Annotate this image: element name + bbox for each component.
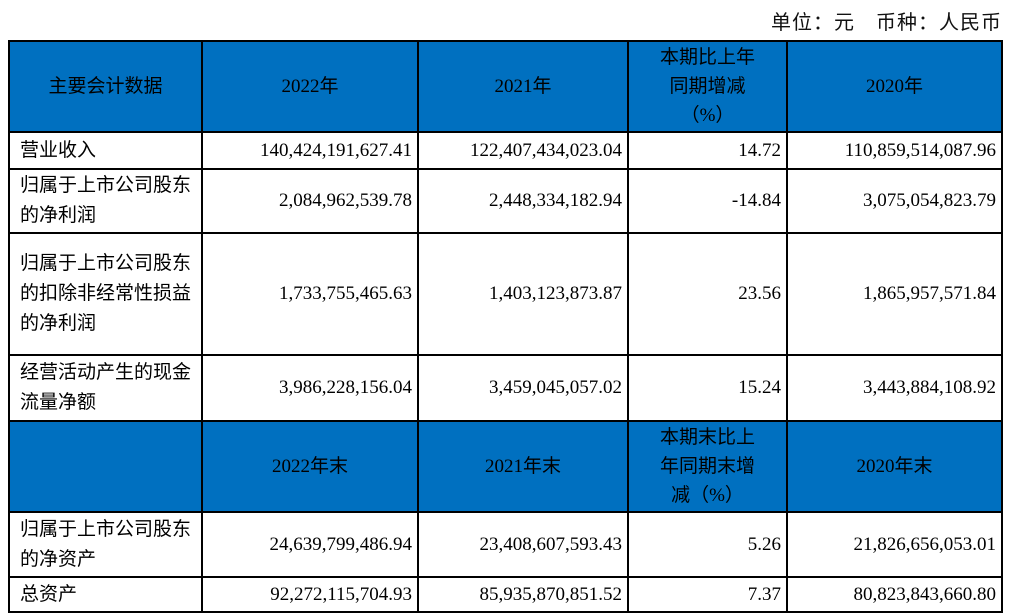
annual-header-row: 主要会计数据 2022年 2021年 本期比上年 同期增减 （%） 2020年 [8,40,1003,133]
cell-value-2020: 21,826,656,053.01 [786,511,1003,578]
row-label: 经营活动产生的现金流量净额 [8,354,203,422]
cell-value-change-pct: -14.84 [627,168,788,234]
header-blank-cell [8,420,203,513]
header-year-2022: 2022年 [201,40,419,133]
row-label: 总资产 [8,576,203,613]
cell-value-2022: 140,424,191,627.41 [201,131,419,170]
cell-value-2020: 3,075,054,823.79 [786,168,1003,234]
unit-currency-note: 单位：元 币种：人民币 [771,12,1002,34]
cell-value-change-pct: 5.26 [627,511,788,578]
cell-value-2022: 92,272,115,704.93 [201,576,419,613]
key-accounting-data-table: 主要会计数据 2022年 2021年 本期比上年 同期增减 （%） 2020年 … [8,40,1003,613]
cell-value-2021: 1,403,123,873.87 [417,232,629,356]
cell-value-2022: 24,639,799,486.94 [201,511,419,578]
cell-value-2021: 23,408,607,593.43 [417,511,629,578]
table-row-operating-cash-flow: 经营活动产生的现金流量净额 3,986,228,156.04 3,459,045… [8,354,1003,422]
header-yearend-change-pct: 本期末比上 年同期末增 减（%） [627,420,788,513]
table-row-net-assets-attributable: 归属于上市公司股东的净资产 24,639,799,486.94 23,408,6… [8,511,1003,578]
table-row-operating-revenue: 营业收入 140,424,191,627.41 122,407,434,023.… [8,131,1003,170]
header-main-accounting-data: 主要会计数据 [8,40,203,133]
row-label: 营业收入 [8,131,203,170]
row-label: 归属于上市公司股东的扣除非经常性损益的净利润 [8,232,203,356]
header-end-2020: 2020年末 [786,420,1003,513]
table-row-net-profit-excl-nonrecurring: 归属于上市公司股东的扣除非经常性损益的净利润 1,733,755,465.63 … [8,232,1003,356]
cell-value-2021: 3,459,045,057.02 [417,354,629,422]
cell-value-2022: 1,733,755,465.63 [201,232,419,356]
cell-value-change-pct: 7.37 [627,576,788,613]
cell-value-2022: 2,084,962,539.78 [201,168,419,234]
cell-value-2020: 1,865,957,571.84 [786,232,1003,356]
row-label: 归属于上市公司股东的净利润 [8,168,203,234]
cell-value-2020: 110,859,514,087.96 [786,131,1003,170]
cell-value-2021: 122,407,434,023.04 [417,131,629,170]
header-end-2022: 2022年末 [201,420,419,513]
cell-value-2022: 3,986,228,156.04 [201,354,419,422]
cell-value-2020: 3,443,884,108.92 [786,354,1003,422]
header-year-2021: 2021年 [417,40,629,133]
header-year-2020: 2020年 [786,40,1003,133]
yearend-header-row: 2022年末 2021年末 本期末比上 年同期末增 减（%） 2020年末 [8,420,1003,513]
cell-value-2021: 2,448,334,182.94 [417,168,629,234]
table-row-net-profit-attributable: 归属于上市公司股东的净利润 2,084,962,539.78 2,448,334… [8,168,1003,234]
cell-value-change-pct: 14.72 [627,131,788,170]
header-yoy-change-pct: 本期比上年 同期增减 （%） [627,40,788,133]
table-row-total-assets: 总资产 92,272,115,704.93 85,935,870,851.52 … [8,576,1003,613]
cell-value-2021: 85,935,870,851.52 [417,576,629,613]
header-end-2021: 2021年末 [417,420,629,513]
cell-value-2020: 80,823,843,660.80 [786,576,1003,613]
cell-value-change-pct: 15.24 [627,354,788,422]
cell-value-change-pct: 23.56 [627,232,788,356]
row-label: 归属于上市公司股东的净资产 [8,511,203,578]
